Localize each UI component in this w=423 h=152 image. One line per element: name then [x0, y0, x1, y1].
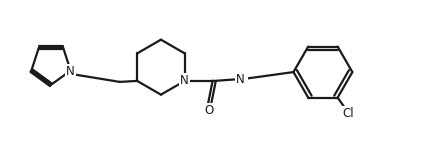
Text: H: H: [239, 73, 247, 83]
Text: N: N: [180, 74, 189, 87]
Text: O: O: [205, 104, 214, 117]
Text: N: N: [66, 65, 75, 78]
Text: Cl: Cl: [343, 107, 354, 120]
Text: N: N: [236, 73, 245, 86]
